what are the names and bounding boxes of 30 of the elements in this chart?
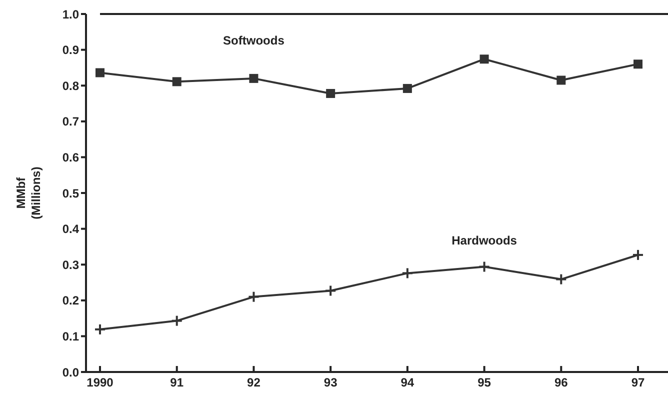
y-tick-label: 1.0 — [62, 7, 80, 22]
text: Softwoods — [223, 33, 285, 48]
y-tick-label: 0.5 — [62, 186, 80, 200]
x-tick-label: 93 — [324, 376, 338, 390]
series-label: Hardwoods — [452, 234, 518, 248]
y-tick-label: 0.0 — [62, 365, 80, 380]
point — [96, 68, 104, 78]
y-tick-label: 0.7 — [62, 114, 80, 129]
x-tick-label: 1990 — [86, 376, 114, 390]
y-tick-label: 0.9 — [62, 43, 80, 58]
x-tick-label: 91 — [170, 376, 184, 390]
y-tick-label: 0.2 — [62, 294, 80, 308]
y-tick-label: 0.6 — [62, 150, 80, 164]
x-tick-label: 95 — [478, 376, 492, 390]
point — [634, 60, 642, 69]
point — [249, 74, 258, 83]
y-tick-label: 0.8 — [62, 78, 80, 93]
point — [172, 77, 182, 86]
y-tick-label: 0.1 — [62, 329, 80, 344]
x-tick-label: 97 — [631, 376, 645, 390]
x-tick-label: 94 — [400, 376, 414, 390]
point — [480, 54, 489, 64]
x-tick-label: 92 — [247, 376, 261, 390]
point — [402, 84, 412, 93]
x-tick-label: 96 — [554, 376, 568, 390]
y-tick-label: 0.3 — [62, 258, 80, 272]
point — [326, 88, 336, 98]
y-axis-title: MMbf (Millions) — [14, 166, 43, 220]
y-tick-label: 0.4 — [62, 222, 80, 236]
point — [556, 76, 566, 85]
